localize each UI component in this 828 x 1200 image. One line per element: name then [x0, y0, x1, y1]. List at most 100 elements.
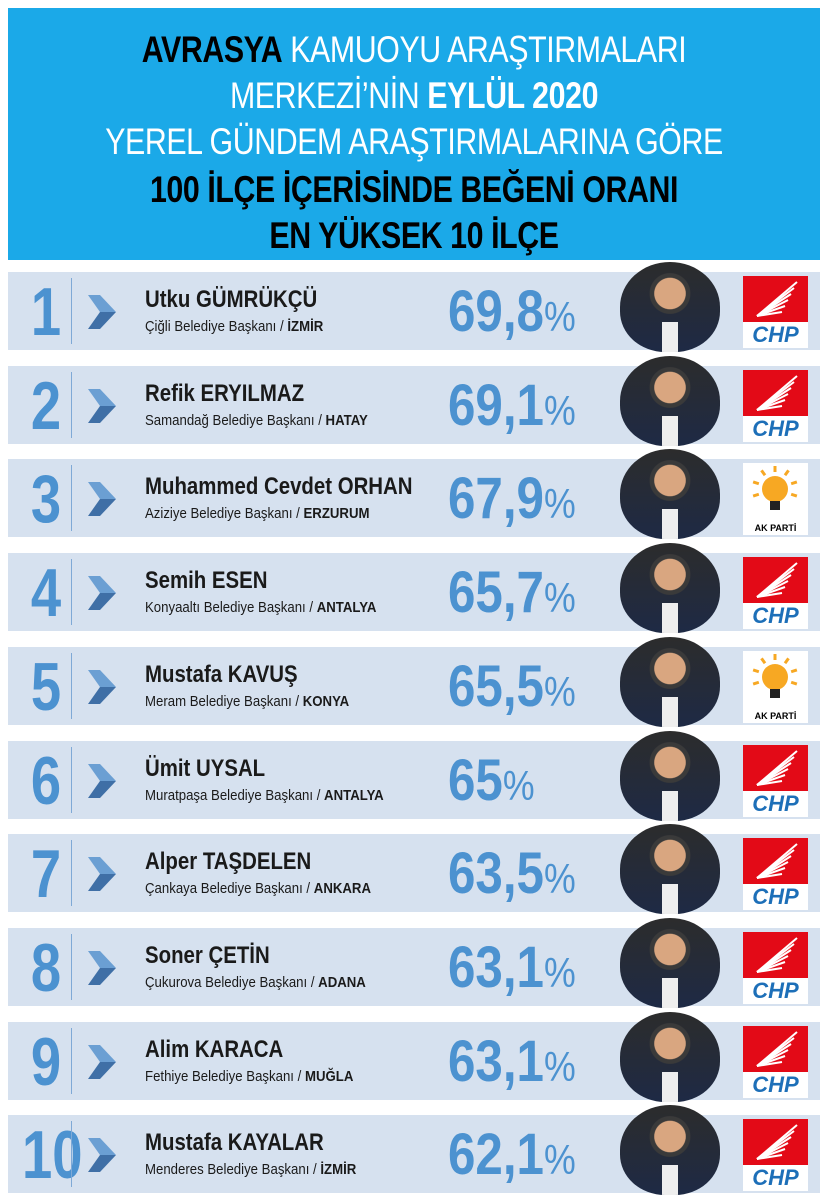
header-line-2: MERKEZİ’NİN EYLÜL 2020: [229, 75, 599, 116]
mayor-title: Çankaya Belediye Başkanı / ANKARA: [145, 880, 371, 898]
divider: [71, 652, 72, 719]
mayor-title: Konyaaltı Belediye Başkanı / ANTALYA: [145, 599, 377, 617]
approval-rate: 69,1%: [448, 372, 576, 438]
mayor-title: Meram Belediye Başkanı / KONYA: [145, 692, 350, 710]
header-line-5: EN YÜKSEK 10 İLÇE: [269, 215, 559, 256]
chevron-right-icon: [88, 1044, 116, 1079]
mayor-name: Ümit UYSAL: [145, 754, 266, 782]
ranking-row: 3 Muhammed Cevdet ORHAN Aziziye Belediye…: [8, 449, 820, 540]
mayor-title: Çukurova Belediye Başkanı / ADANA: [145, 973, 366, 991]
mayor-name: Mustafa KAYALAR: [145, 1129, 324, 1157]
header-line-3: YEREL GÜNDEM ARAŞTIRMALARINA GÖRE: [105, 121, 723, 162]
chevron-right-icon: [88, 857, 116, 892]
rank-number: 9: [30, 1023, 62, 1100]
mayor-title: Menderes Belediye Başkanı / İZMİR: [145, 1161, 357, 1179]
approval-rate: 67,9%: [448, 466, 576, 532]
chp-logo: CHP: [743, 931, 808, 1004]
mayor-photo: [620, 262, 720, 352]
approval-rate: 65%: [448, 747, 535, 813]
six-arrows-icon: [756, 281, 798, 317]
mayor-title: Çiğli Belediye Başkanı / İZMİR: [145, 318, 324, 335]
ranking-row: 7 Alper TAŞDELEN Çankaya Belediye Başkan…: [8, 824, 820, 915]
chevron-right-icon: [88, 295, 116, 329]
mayor-title: Fethiye Belediye Başkanı / MUĞLA: [145, 1067, 354, 1085]
rank-number: 8: [30, 929, 62, 1006]
mayor-photo: [620, 917, 720, 1008]
ak-parti-logo: AK PARTİ: [743, 650, 808, 723]
six-arrows-icon: [756, 1124, 798, 1161]
mayor-name: Utku GÜMRÜKÇÜ: [145, 286, 318, 313]
approval-rate: 65,7%: [448, 560, 576, 626]
mayor-name: Alim KARACA: [145, 1035, 284, 1063]
header-banner: AVRASYA KAMUOYU ARAŞTIRMALARI MERKEZİ’Nİ…: [8, 8, 820, 260]
divider: [71, 933, 72, 1000]
mayor-photo: [620, 636, 720, 727]
divider: [71, 1027, 72, 1094]
lightbulb-icon: [752, 653, 798, 698]
chevron-right-icon: [88, 576, 116, 611]
mayor-name: Mustafa KAVUŞ: [145, 660, 298, 688]
mayor-name: Alper TAŞDELEN: [145, 848, 312, 876]
ranking-row: 9 Alim KARACA Fethiye Belediye Başkanı /…: [8, 1011, 820, 1102]
six-arrows-icon: [756, 374, 798, 411]
six-arrows-icon: [756, 937, 798, 973]
six-arrows-icon: [756, 749, 798, 786]
ak-parti-logo: AK PARTİ: [743, 463, 808, 536]
ranking-row: 8 Soner ÇETİN Çukurova Belediye Başkanı …: [8, 917, 820, 1008]
rank-number: 2: [30, 367, 62, 444]
rank-number: 1: [30, 274, 62, 350]
chevron-right-icon: [88, 1138, 116, 1173]
mayor-photo: [620, 543, 720, 634]
chp-logo: CHP: [743, 1119, 808, 1192]
chp-logo: CHP: [743, 276, 808, 348]
ranking-row: 4 Semih ESEN Konyaaltı Belediye Başkanı …: [8, 543, 820, 634]
mayor-title: Samandağ Belediye Başkanı / HATAY: [145, 411, 368, 429]
ranking-row: 2 Refik ERYILMAZ Samandağ Belediye Başka…: [8, 355, 820, 446]
chevron-right-icon: [88, 669, 116, 704]
mayor-name: Soner ÇETİN: [145, 941, 270, 969]
approval-rate: 65,5%: [448, 653, 576, 719]
mayor-title: Aziziye Belediye Başkanı / ERZURUM: [145, 505, 370, 523]
ranking-row: 5 Mustafa KAVUŞ Meram Belediye Başkanı /…: [8, 636, 820, 727]
six-arrows-icon: [756, 843, 798, 880]
mayor-photo: [620, 824, 720, 915]
ranking-row: 10 Mustafa KAYALAR Menderes Belediye Baş…: [8, 1105, 820, 1196]
approval-rate: 63,5%: [448, 841, 576, 907]
chp-logo: CHP: [743, 1025, 808, 1098]
divider: [71, 371, 72, 438]
approval-rate: 63,1%: [448, 934, 576, 1000]
header-line-1: AVRASYA KAMUOYU ARAŞTIRMALARI: [141, 29, 687, 70]
chevron-right-icon: [88, 388, 116, 423]
chp-logo: CHP: [743, 838, 808, 911]
chevron-right-icon: [88, 763, 116, 798]
mayor-photo: [620, 355, 720, 446]
mayor-name: Refik ERYILMAZ: [145, 379, 305, 407]
rank-number: 10: [22, 1117, 83, 1194]
divider: [71, 278, 72, 344]
divider: [71, 1121, 72, 1188]
mayor-name: Muhammed Cevdet ORHAN: [145, 473, 413, 501]
rank-number: 7: [30, 836, 62, 913]
rank-number: 5: [30, 648, 62, 725]
divider: [71, 559, 72, 626]
rank-number: 3: [30, 461, 62, 538]
mayor-photo: [620, 730, 720, 821]
mayor-photo: [620, 1105, 720, 1196]
divider: [71, 465, 72, 532]
approval-rate: 62,1%: [448, 1122, 576, 1188]
lightbulb-icon: [752, 466, 798, 511]
ranking-row: 6 Ümit UYSAL Muratpaşa Belediye Başkanı …: [8, 730, 820, 821]
header-line-4: 100 İLÇE İÇERİSİNDE BEĞENİ ORANI: [149, 169, 679, 210]
rank-number: 4: [30, 555, 62, 632]
mayor-name: Semih ESEN: [145, 567, 268, 595]
divider: [71, 840, 72, 907]
rank-number: 6: [30, 742, 62, 819]
mayor-photo: [620, 1011, 720, 1102]
six-arrows-icon: [756, 1030, 798, 1067]
chp-logo: CHP: [743, 557, 808, 630]
chp-logo: CHP: [743, 369, 808, 442]
ranking-row: 1 Utku GÜMRÜKÇÜ Çiğli Belediye Başkanı /…: [8, 262, 820, 352]
six-arrows-icon: [756, 562, 798, 599]
chp-logo: CHP: [743, 744, 808, 817]
mayor-photo: [620, 449, 720, 540]
